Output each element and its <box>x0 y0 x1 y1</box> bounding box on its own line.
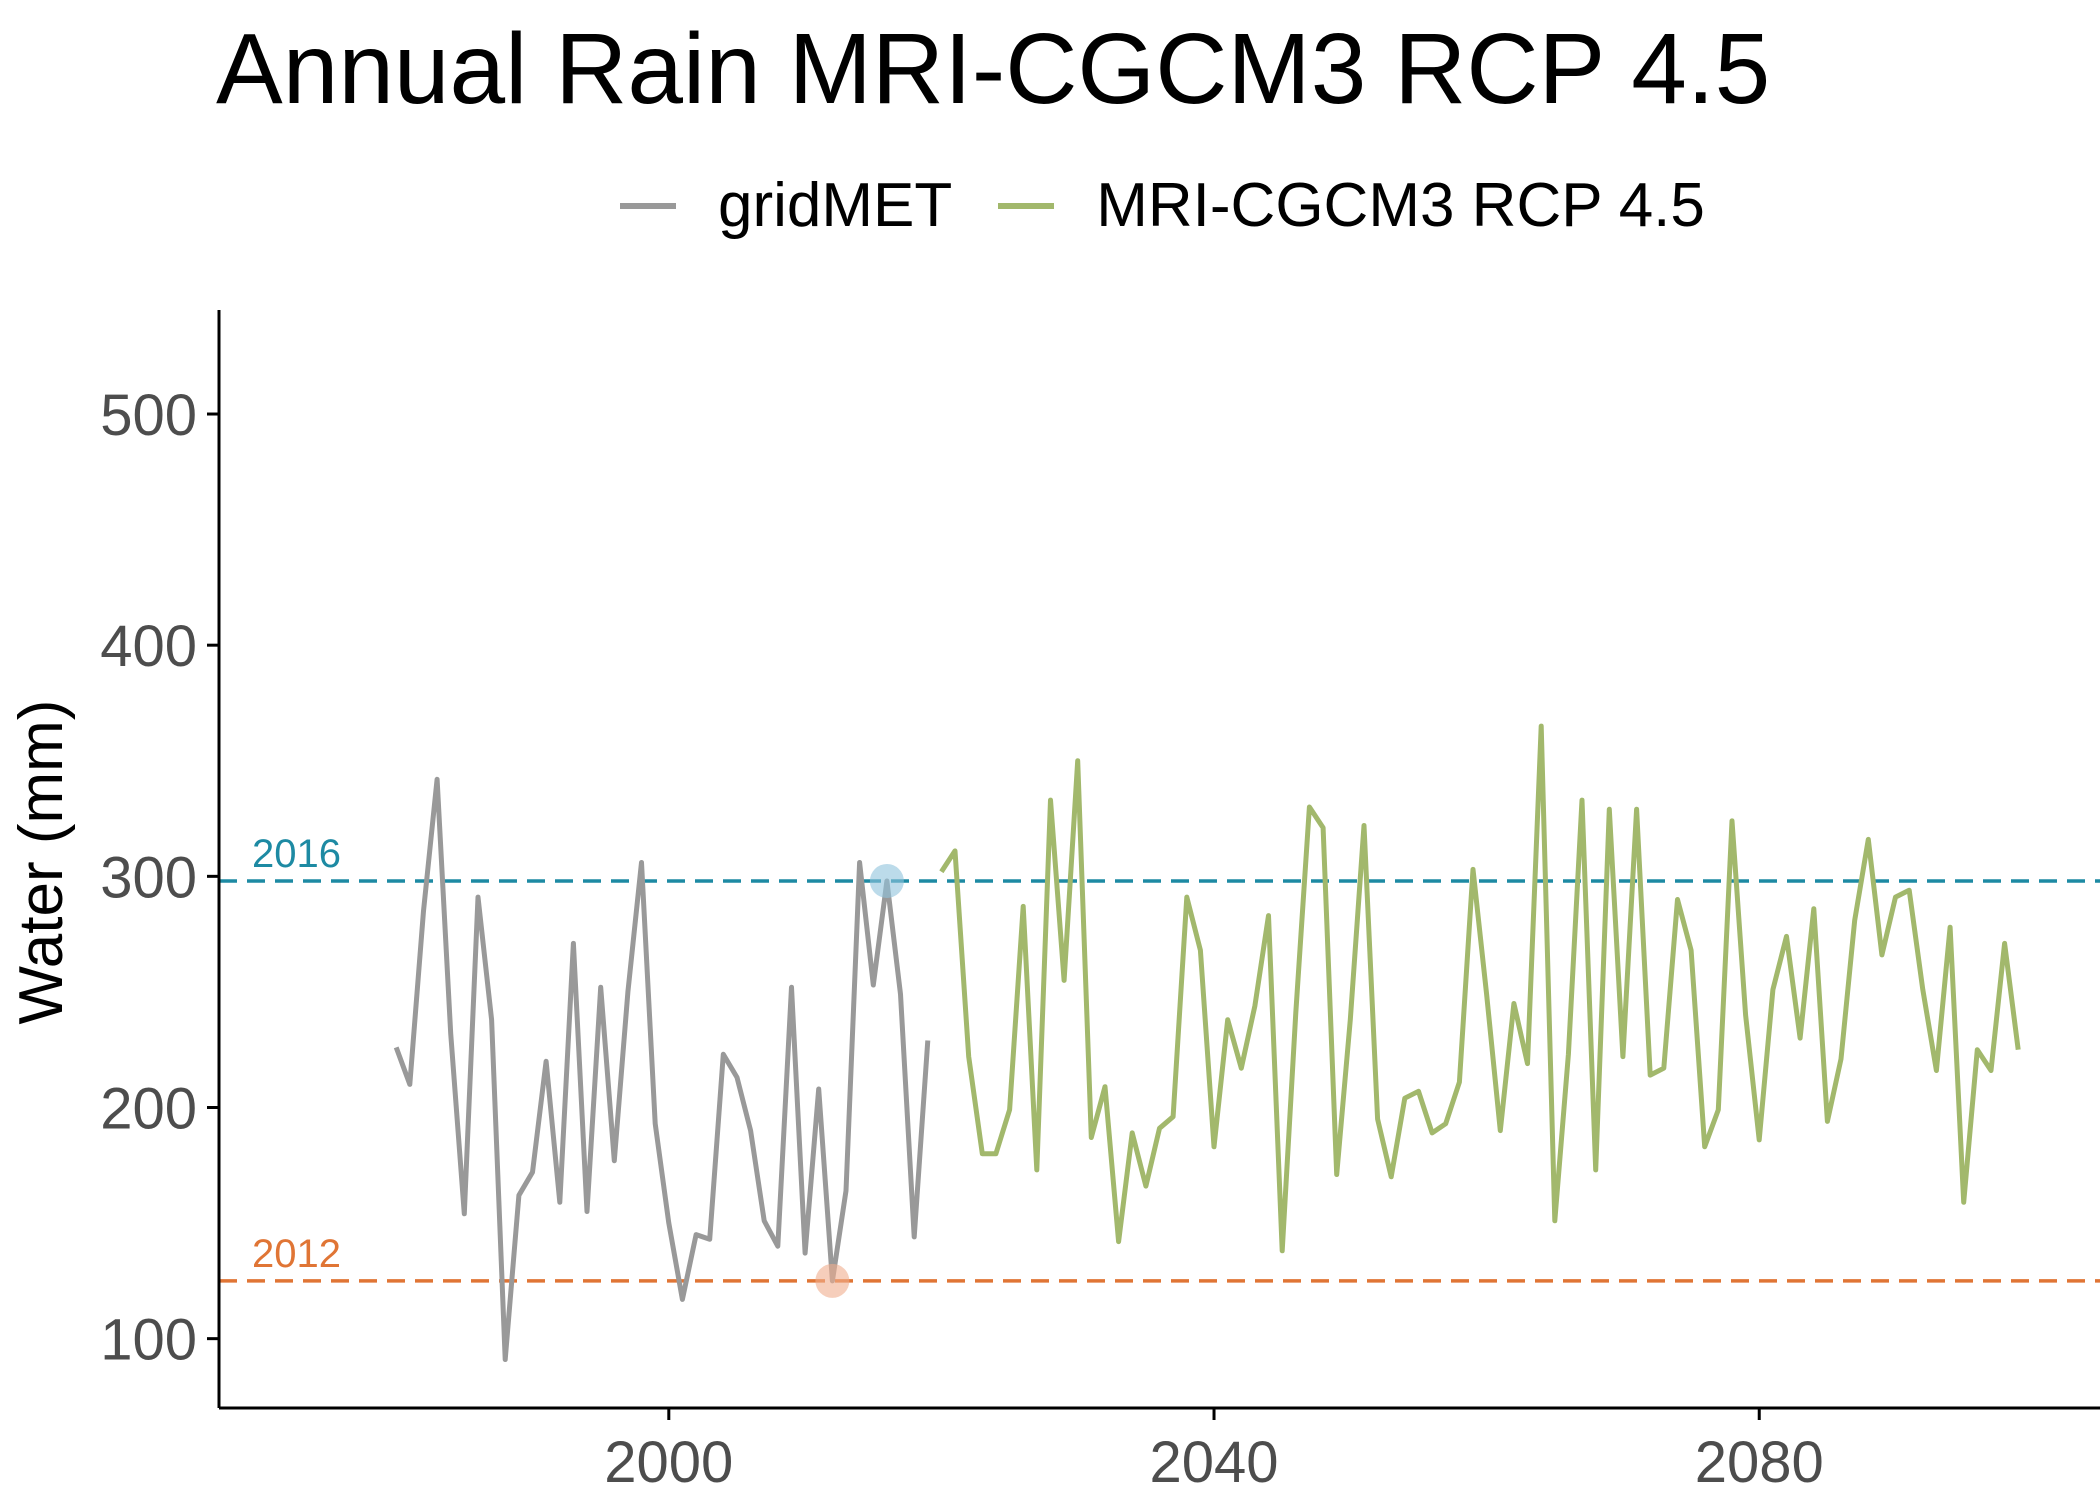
y-tick-label-100: 100 <box>100 1308 197 1373</box>
legend-label-rcp45: MRI-CGCM3 RCP 4.5 <box>1096 171 1705 240</box>
y-tick-label-200: 200 <box>100 1076 197 1141</box>
series-lines <box>393 723 2021 1362</box>
reference-lines: 2016 2012 <box>219 832 2100 1283</box>
legend-label-gridmet: gridMET <box>718 171 953 240</box>
y-tick-label-400: 400 <box>100 614 197 679</box>
y-axis-label: Water (mm) <box>7 700 76 1025</box>
highlight-point-2016 <box>869 863 904 898</box>
x-tick-label-2080: 2080 <box>1695 1430 1824 1495</box>
reference-label-2016: 2016 <box>252 832 341 876</box>
legend-key-rcp45 <box>998 202 1055 209</box>
reference-label-2012: 2012 <box>252 1232 341 1276</box>
y-tick-label-500: 500 <box>100 383 197 448</box>
series-line-1 <box>939 723 2021 1254</box>
legend: gridMET MRI-CGCM3 RCP 4.5 <box>620 170 1751 241</box>
legend-item-rcp45: MRI-CGCM3 RCP 4.5 <box>998 170 1705 241</box>
axis-ticks: 100 200 300 400 500 2000 2040 2080 <box>100 383 1824 1495</box>
series-line-0 <box>393 776 931 1362</box>
x-tick-label-2040: 2040 <box>1150 1430 1279 1495</box>
legend-key-gridmet <box>620 202 676 209</box>
chart-title: Annual Rain MRI-CGCM3 RCP 4.5 <box>216 13 1771 125</box>
x-tick-label-2000: 2000 <box>604 1430 733 1495</box>
legend-item-gridmet: gridMET <box>620 170 952 241</box>
y-tick-label-300: 300 <box>100 845 197 910</box>
highlight-points <box>815 863 904 1298</box>
highlight-point-2012 <box>815 1263 850 1298</box>
